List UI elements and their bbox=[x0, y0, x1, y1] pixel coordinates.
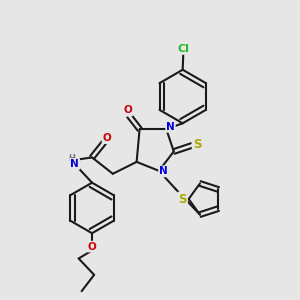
Text: N: N bbox=[70, 159, 79, 169]
Text: O: O bbox=[103, 133, 111, 143]
Text: O: O bbox=[123, 106, 132, 116]
Text: H: H bbox=[68, 154, 75, 163]
Text: Cl: Cl bbox=[177, 44, 189, 54]
Text: S: S bbox=[193, 138, 201, 151]
Text: S: S bbox=[178, 193, 187, 206]
Text: N: N bbox=[166, 122, 175, 132]
Text: O: O bbox=[88, 242, 96, 252]
Text: N: N bbox=[159, 167, 168, 176]
